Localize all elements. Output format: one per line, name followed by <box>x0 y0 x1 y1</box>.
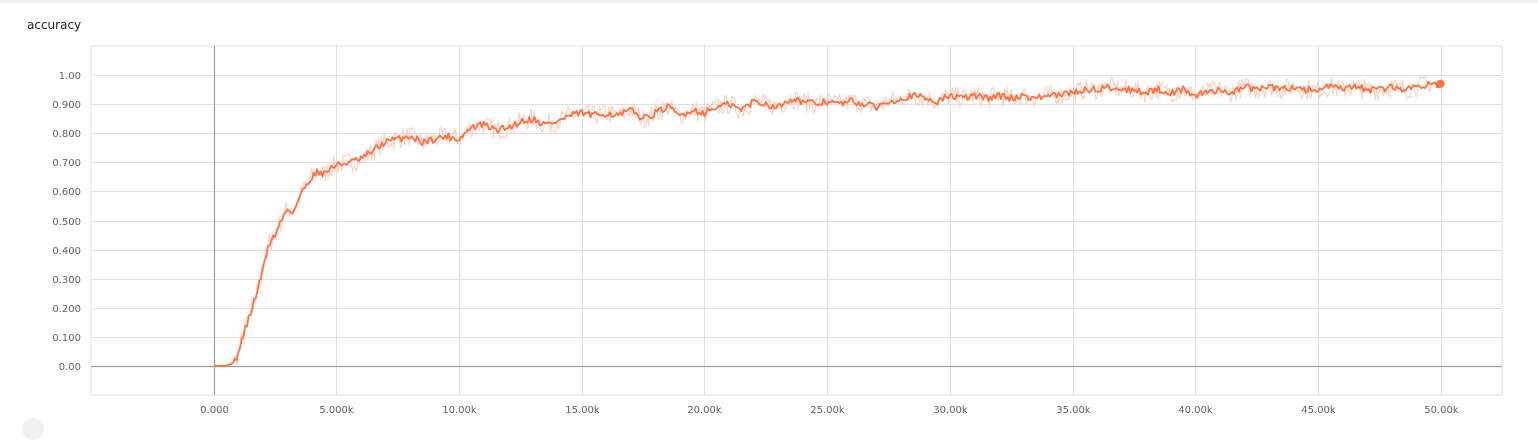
y-tick-label: 0.400 <box>52 246 81 257</box>
y-tick-label: 0.600 <box>52 187 81 198</box>
tick-label-layer: 0.00 0.100 0.200 0.300 0.400 0.500 0.600 0.700 0… <box>52 71 1459 416</box>
y-tick-label: 0.300 <box>52 275 81 286</box>
x-tick-label: 35.00k <box>1056 405 1091 416</box>
y-tick-label: 0.900 <box>52 100 81 111</box>
y-tick-label: 0.100 <box>52 333 81 344</box>
chart-plot: 0.00 0.100 0.200 0.300 0.400 0.500 0.600 0.700 0… <box>0 0 1538 424</box>
x-tick-label: 30.00k <box>933 405 968 416</box>
x-tick-label: 5.000k <box>319 405 354 416</box>
y-tick-label: 0.800 <box>52 129 81 140</box>
x-tick-label: 40.00k <box>1178 405 1213 416</box>
y-tick-label: 1.00 <box>59 71 81 82</box>
y-tick-label: 0.00 <box>59 362 81 373</box>
last-point-marker <box>1437 80 1445 88</box>
toggle-button-stub[interactable] <box>22 418 44 440</box>
smoothed-series-layer <box>214 80 1445 366</box>
x-tick-label: 25.00k <box>810 405 845 416</box>
y-tick-label: 0.200 <box>52 304 81 315</box>
x-tick-label: 10.00k <box>442 405 477 416</box>
x-tick-label: 0.000 <box>200 405 229 416</box>
y-tick-label: 0.500 <box>52 217 81 228</box>
x-tick-label: 50.00k <box>1424 405 1459 416</box>
x-tick-label: 20.00k <box>687 405 722 416</box>
x-tick-label: 45.00k <box>1301 405 1336 416</box>
x-tick-label: 15.00k <box>565 405 600 416</box>
y-tick-label: 0.700 <box>52 158 81 169</box>
